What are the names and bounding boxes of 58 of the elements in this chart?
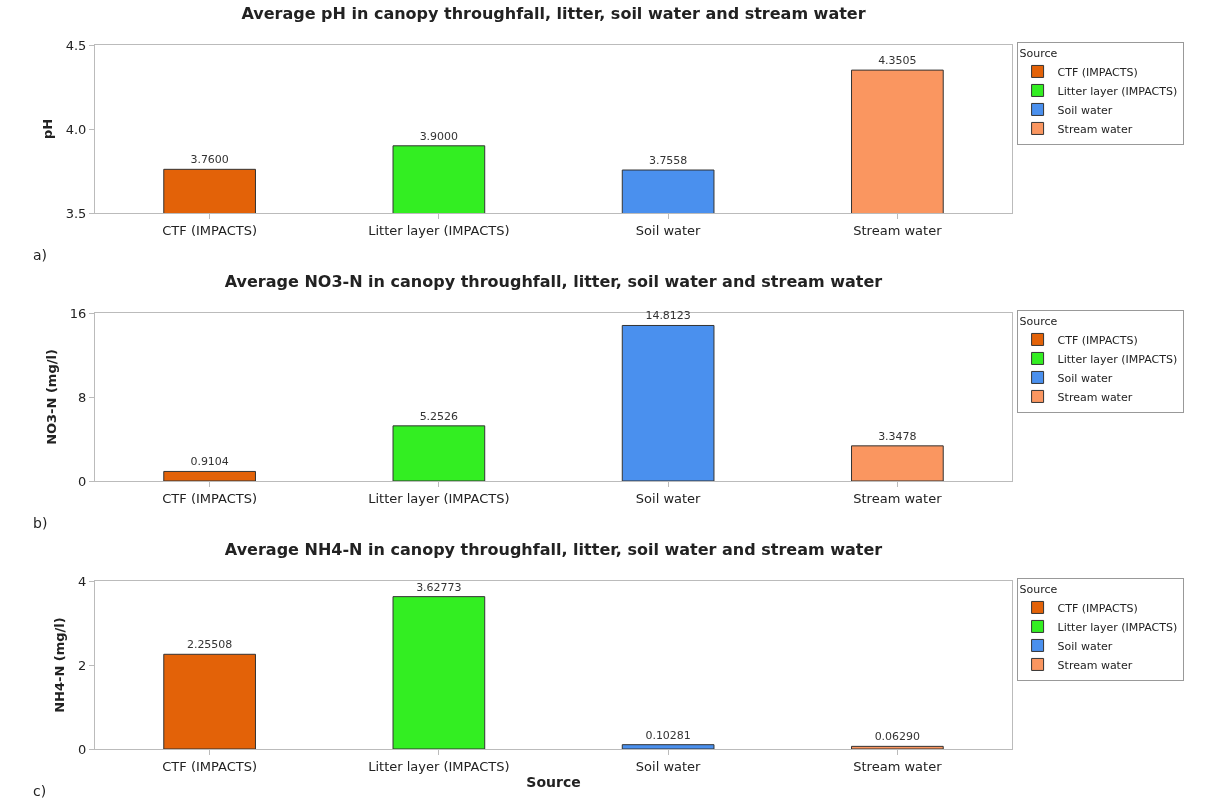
- x-tick-label: Soil water: [635, 222, 702, 238]
- legend-title: Source: [1019, 46, 1058, 60]
- data-label: 0.06290: [874, 730, 921, 744]
- legend-label: Soil water: [1057, 371, 1113, 385]
- legend-label: CTF (IMPACTS): [1057, 601, 1138, 615]
- legend-title: Source: [1019, 314, 1058, 328]
- legend-label: Stream water: [1057, 390, 1133, 404]
- y-tick-label: 8: [78, 389, 87, 405]
- y-axis-title: NO3-N (mg/l): [43, 349, 59, 445]
- y-tick-label: 16: [69, 305, 87, 321]
- x-tick-label: Stream water: [853, 490, 943, 506]
- y-tick-label: 4.5: [65, 37, 87, 53]
- data-label: 0.10281: [645, 728, 691, 742]
- x-tick-label: Soil water: [635, 758, 702, 774]
- text: a): [33, 247, 48, 263]
- legend-label: Stream water: [1057, 658, 1133, 672]
- legend-label: Litter layer (IMPACTS): [1057, 620, 1178, 634]
- legend-label: Stream water: [1057, 122, 1133, 136]
- y-tick-label: 4: [78, 573, 87, 589]
- x-tick-label: Stream water: [853, 758, 943, 774]
- legend-label: Soil water: [1057, 639, 1113, 653]
- y-tick-label: 3.5: [65, 205, 87, 221]
- x-tick-label: Stream water: [853, 222, 943, 238]
- data-label: 0.9104: [190, 455, 229, 469]
- data-label: 3.7558: [648, 154, 688, 168]
- data-label: 14.8123: [645, 309, 691, 323]
- x-tick-label: Litter layer (IMPACTS): [368, 490, 510, 506]
- y-tick-label: 2: [78, 657, 87, 673]
- data-label: 3.62773: [416, 580, 462, 594]
- text: b): [33, 515, 48, 531]
- x-axis-title: Source: [526, 773, 581, 790]
- y-tick-label: 0: [78, 741, 87, 757]
- data-label: 3.3478: [878, 429, 917, 443]
- y-tick-label: 4.0: [65, 121, 87, 137]
- legend-title: Source: [1019, 582, 1058, 596]
- text: c): [33, 783, 47, 799]
- x-tick-label: Soil water: [635, 490, 702, 506]
- y-tick-label: 0: [78, 473, 87, 489]
- legend-label: Litter layer (IMPACTS): [1057, 352, 1178, 366]
- legend-label: Soil water: [1057, 103, 1113, 117]
- data-label: 4.3505: [878, 54, 917, 68]
- data-label: 5.2526: [419, 409, 459, 423]
- y-axis-title: NH4-N (mg/l): [52, 617, 68, 713]
- x-tick-label: CTF (IMPACTS): [162, 490, 258, 506]
- data-label: 2.25508: [186, 638, 233, 652]
- chart-title: Average NH4-N in canopy throughfall, litter, soil water and stream water: [224, 540, 883, 560]
- chart-title: Average NO3-N in canopy throughfall, litter, soil water and stream water: [224, 272, 883, 292]
- data-label: 3.7600: [190, 153, 229, 167]
- legend-label: CTF (IMPACTS): [1057, 65, 1138, 79]
- y-axis-title: pH: [39, 118, 55, 140]
- x-tick-label: CTF (IMPACTS): [162, 758, 258, 774]
- x-tick-label: Litter layer (IMPACTS): [368, 758, 510, 774]
- x-tick-label: CTF (IMPACTS): [162, 222, 258, 238]
- x-tick-label: Litter layer (IMPACTS): [368, 222, 510, 238]
- legend-label: CTF (IMPACTS): [1057, 333, 1138, 347]
- legend-label: Litter layer (IMPACTS): [1057, 84, 1178, 98]
- chart-title: Average pH in canopy throughfall, litter, soil water and stream water: [241, 4, 866, 24]
- data-label: 3.9000: [419, 129, 459, 143]
